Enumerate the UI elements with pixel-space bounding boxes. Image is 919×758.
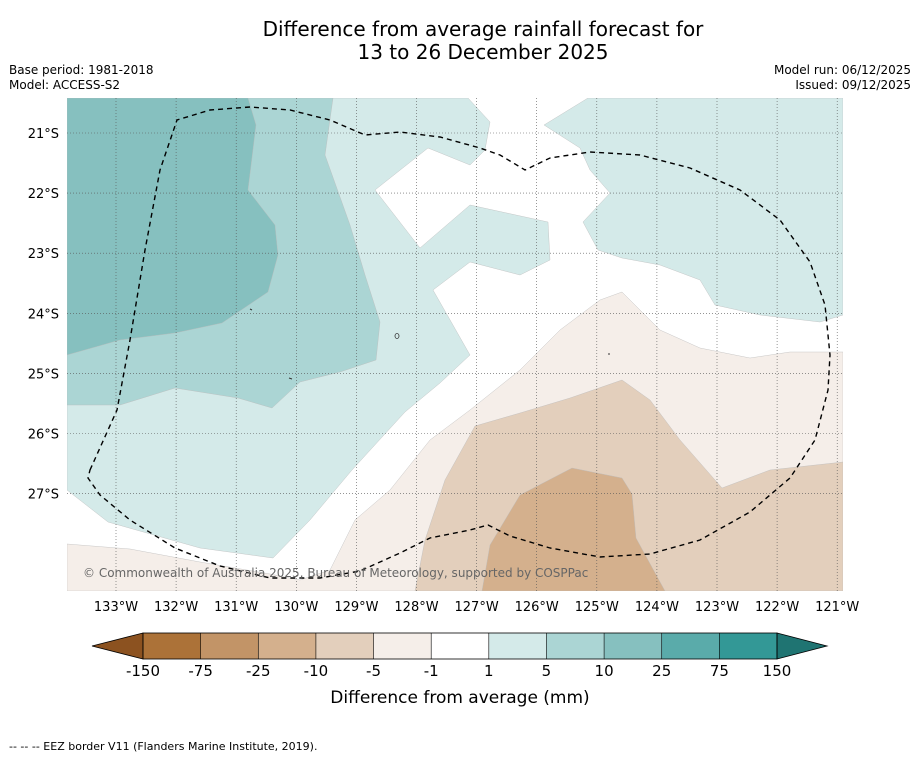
longitude-label: 131°W [214, 600, 258, 615]
model-run-text: Model run: 06/12/2025 [773, 63, 911, 77]
colorbar-swatch [200, 633, 259, 659]
eez-border [87, 106, 831, 579]
colorbar-tick-label: 1 [484, 662, 494, 680]
colorbar-label: Difference from average (mm) [330, 688, 589, 708]
colorbar-swatch [604, 633, 662, 659]
chart-title: Difference from average rainfall forecas… [0, 18, 919, 64]
longitude-label: 132°W [154, 600, 198, 615]
dry-25-to-10-region [481, 467, 666, 591]
colorbar-tick-label: 150 [763, 662, 792, 680]
island-marker [288, 377, 293, 380]
longitude-labels: 133°W 132°W 131°W 130°W 129°W 128°W 127°W 126°W… [94, 600, 860, 615]
longitude-label: 127°W [455, 600, 499, 615]
colorbar-high-extension [776, 632, 829, 660]
longitude-label: 126°W [515, 600, 559, 615]
colorbar: -150 -75 -25 -10 -5 -1 1 5 10 25 75 150 [91, 632, 829, 680]
colorbar-tick-label: 25 [652, 662, 671, 680]
island-marker [249, 308, 253, 311]
colorbar-tick-label: 75 [710, 662, 729, 680]
latitude-label: 26°S [28, 428, 59, 443]
colorbar-tick-label: -10 [304, 662, 329, 680]
colorbar-low-extension [91, 632, 144, 660]
colorbar-tick-label: -25 [246, 662, 271, 680]
longitude-label: 125°W [575, 600, 619, 615]
wet-10-to-25-region [67, 98, 279, 356]
base-period-text: Base period: 1981-2018 [9, 63, 154, 77]
eez-footnote: -- -- -- EEZ border V11 (Flanders Marine… [9, 740, 318, 753]
longitude-label: 133°W [94, 600, 138, 615]
longitude-label: 129°W [334, 600, 378, 615]
info-left: Base period: 1981-2018 Model: ACCESS-S2 [9, 63, 154, 93]
colorbar-swatch [546, 633, 605, 659]
colorbar-swatch [258, 633, 316, 659]
colorbar-swatch [661, 633, 720, 659]
colorbar-swatch [143, 633, 201, 659]
colorbar-swatch [373, 633, 432, 659]
issued-text: Issued: 09/12/2025 [795, 78, 911, 92]
latitude-labels: 21°S 22°S 23°S 24°S 25°S 26°S 27°S [28, 127, 59, 503]
gridlines [67, 98, 843, 591]
colorbar-swatch [431, 633, 489, 659]
copyright-text: © Commonwealth of Australia 2025, Bureau… [83, 566, 588, 580]
colorbar-tick-label: -1 [424, 662, 439, 680]
longitude-label: 123°W [695, 600, 739, 615]
latitude-label: 21°S [28, 127, 59, 142]
island-marker [394, 333, 400, 339]
latitude-label: 25°S [28, 367, 59, 382]
latitude-label: 24°S [28, 307, 59, 322]
model-text: Model: ACCESS-S2 [9, 78, 121, 92]
info-right: Model run: 06/12/2025 Issued: 09/12/2025 [774, 63, 911, 93]
longitude-label: 122°W [755, 600, 799, 615]
longitude-label: 121°W [815, 600, 859, 615]
colorbar-tick-label: -5 [366, 662, 381, 680]
colorbar-swatch [719, 633, 777, 659]
longitude-label: 130°W [274, 600, 318, 615]
colorbar-swatch [488, 633, 547, 659]
colorbar-swatch [315, 633, 374, 659]
longitude-label: 128°W [394, 600, 438, 615]
colorbar-tick-label: 5 [542, 662, 552, 680]
colorbar-tick-label: 10 [595, 662, 614, 680]
title-line-2: 13 to 26 December 2025 [357, 40, 609, 64]
colorbar-tick-label: -75 [188, 662, 213, 680]
map-plot-area: © Commonwealth of Australia 2025, Bureau… [67, 98, 843, 591]
title-line-1: Difference from average rainfall forecas… [262, 17, 704, 41]
latitude-label: 27°S [28, 488, 59, 503]
colorbar-tick-label: -150 [126, 662, 160, 680]
latitude-label: 23°S [28, 247, 59, 262]
latitude-label: 22°S [28, 187, 59, 202]
longitude-label: 124°W [635, 600, 679, 615]
